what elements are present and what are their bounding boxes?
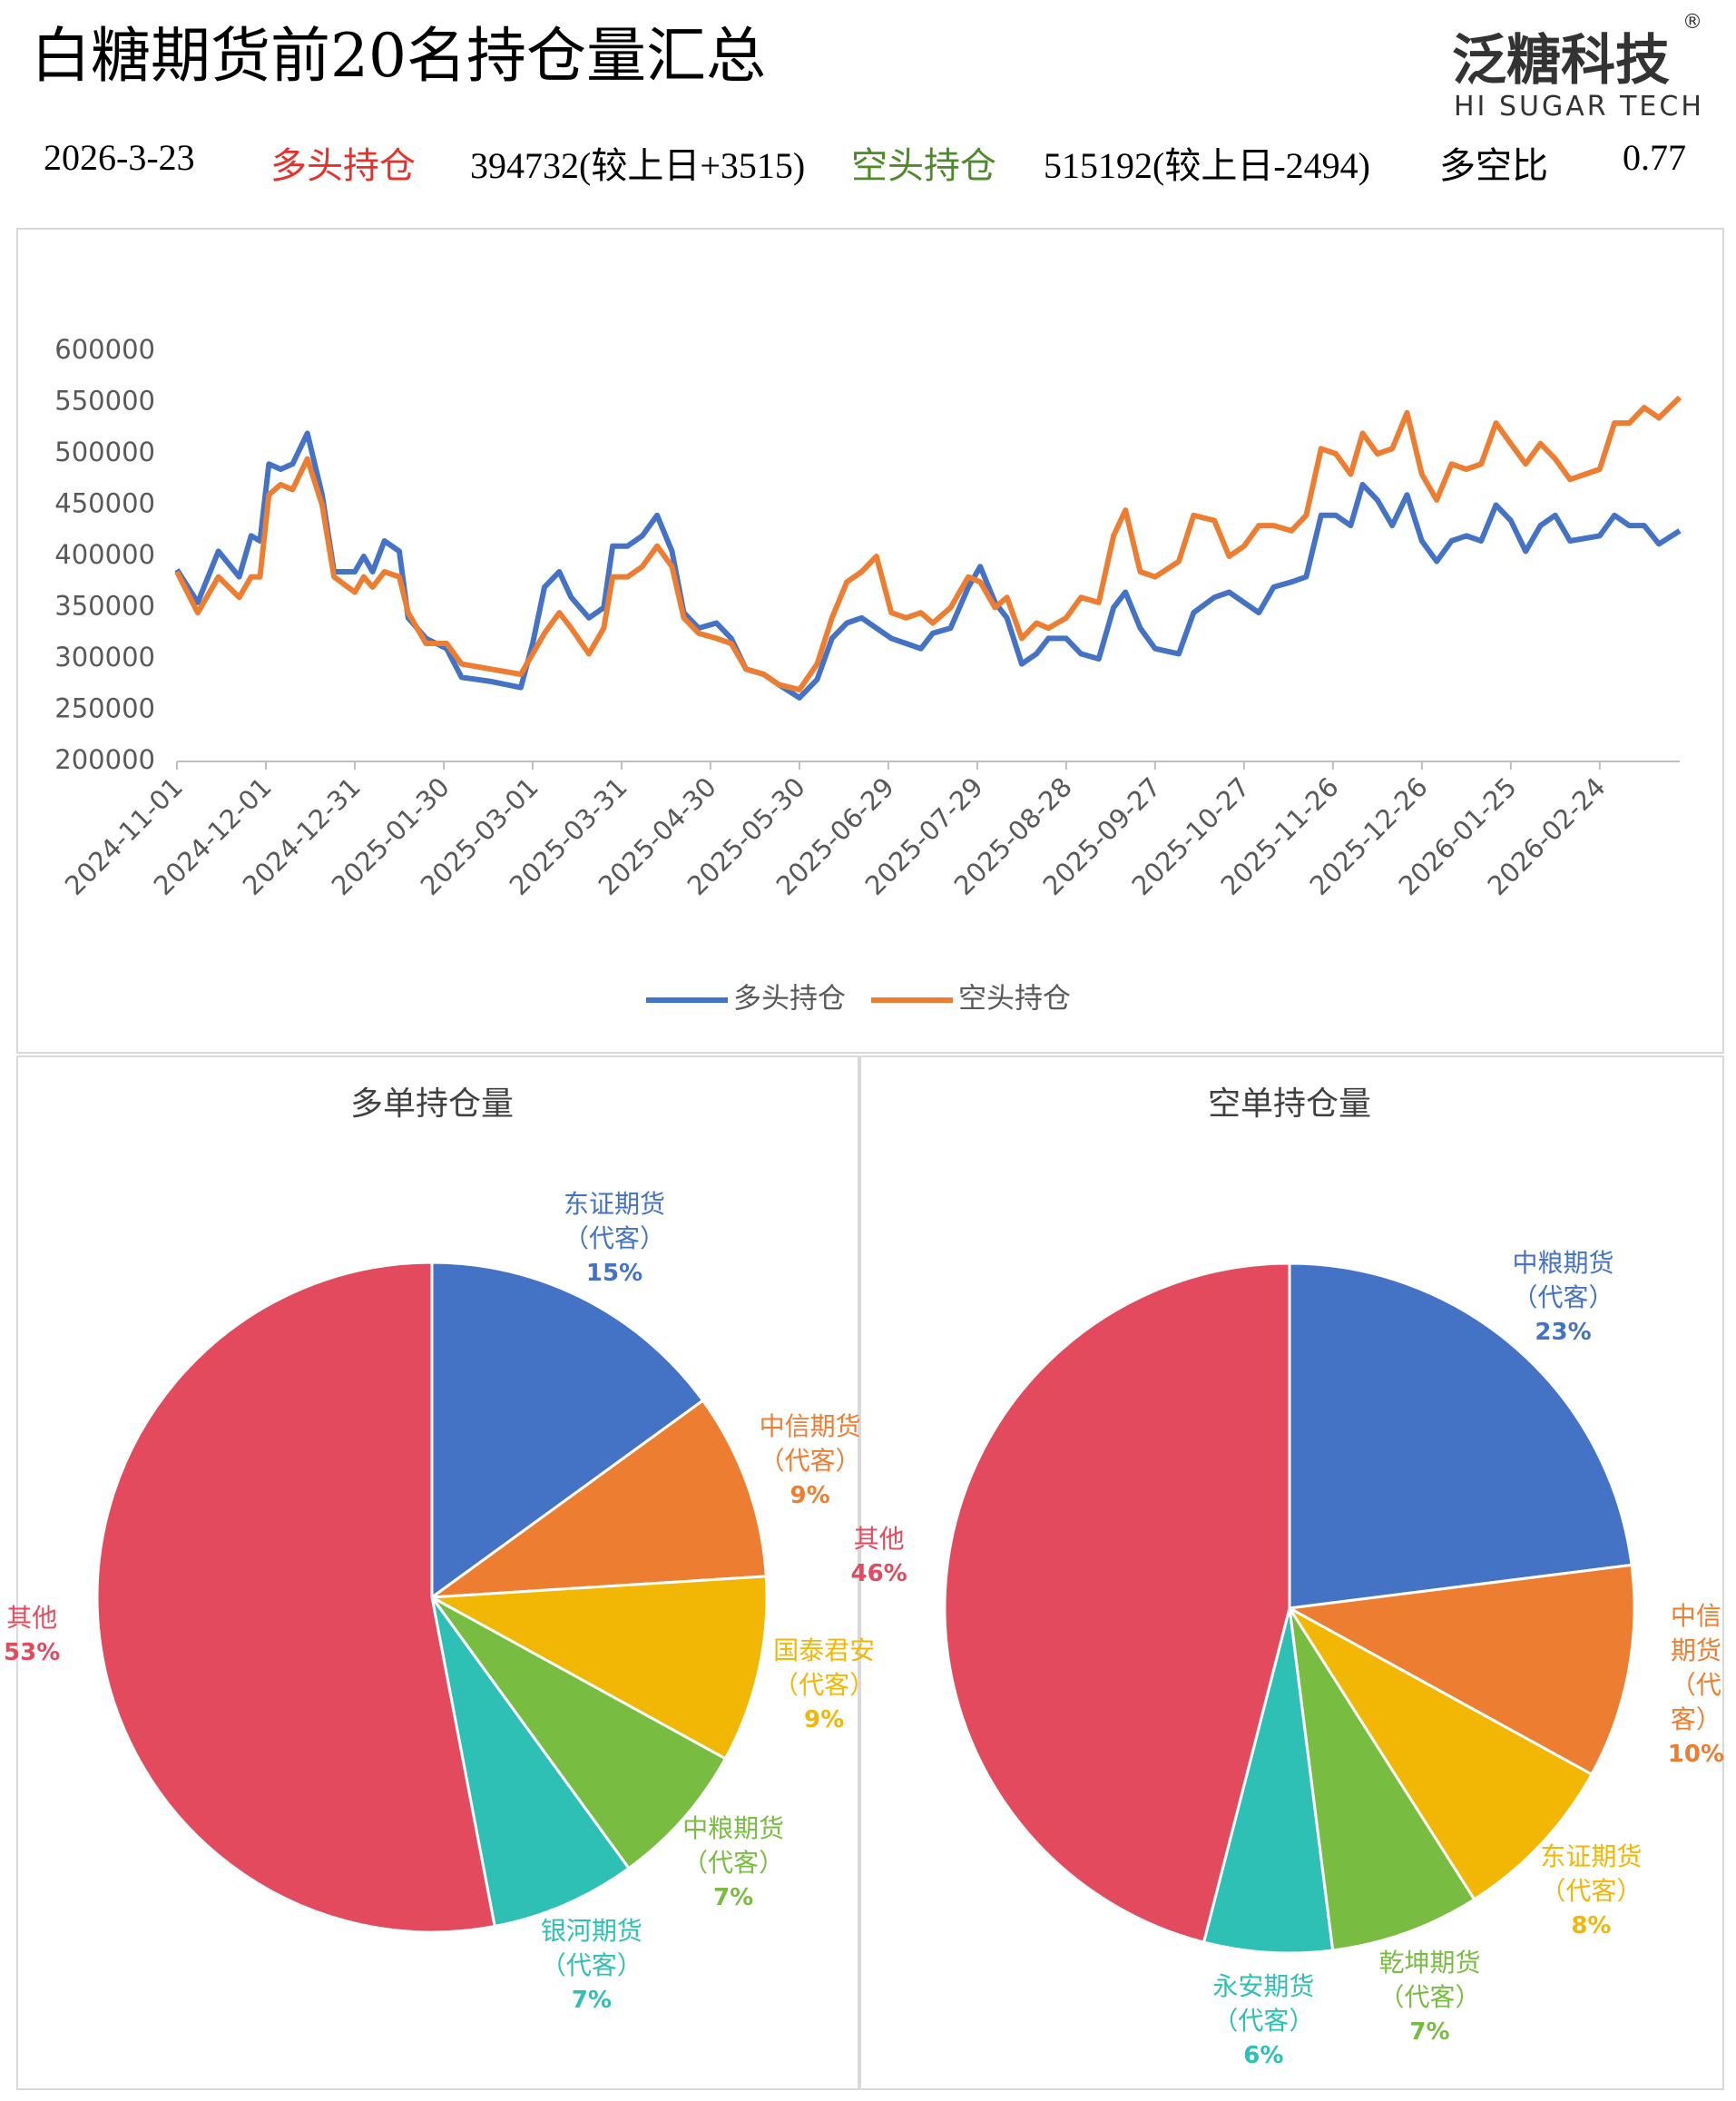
pie-label-name: 中粮期货 （代客） xyxy=(682,1812,785,1878)
brand-mark: ® xyxy=(1682,11,1702,34)
pie-label-value: 9% xyxy=(790,1482,830,1509)
pie-label-name: 中粮期货 （代客） xyxy=(1512,1247,1614,1312)
short-value: 515192(较上日-2494) xyxy=(1044,145,1370,186)
pie-label: 乾坤期货 （代客） 7% xyxy=(1378,1946,1480,2049)
pie-label-name: 东证期货 （代客） xyxy=(1540,1841,1643,1907)
pie-slice xyxy=(1201,1607,1335,1955)
pie-slice xyxy=(430,1596,631,1929)
long-label: 多头持仓 xyxy=(270,145,416,187)
pie-slice xyxy=(1285,1563,1636,1777)
pie-slice xyxy=(430,1261,705,1600)
pie-label-value: 8% xyxy=(1571,1912,1612,1940)
pie-label-value: 7% xyxy=(713,1883,754,1911)
pie-label-value: 9% xyxy=(804,1705,845,1733)
pie-label-value: 46% xyxy=(850,1559,907,1587)
pie-label-name: 银河期货 （代客） xyxy=(540,1916,642,1981)
pie-label-name: 中信期货 （代客） xyxy=(1670,1601,1721,1735)
long-value: 394732(较上日+3515) xyxy=(470,145,806,186)
pie-label-name: 乾坤期货 （代客） xyxy=(1378,1948,1481,2013)
pie-label: 东证期货 （代客） 15% xyxy=(564,1187,665,1291)
pie-label-value: 10% xyxy=(1667,1741,1725,1769)
line-panel xyxy=(16,228,1724,1054)
pie-slice xyxy=(1288,1262,1633,1610)
legend-label: 多头持仓 xyxy=(733,983,846,1016)
pie-slice xyxy=(430,1595,728,1870)
pie-label-value: 6% xyxy=(1243,2042,1284,2070)
y-tick-label: 550000 xyxy=(54,386,155,417)
pie-slice xyxy=(95,1261,496,1934)
pie-label-value: 15% xyxy=(585,1260,643,1288)
pie-label: 中信期货 （代客） 9% xyxy=(760,1409,861,1513)
pie-label-name: 永安期货 （代客） xyxy=(1212,1971,1315,2037)
pie-slice xyxy=(1288,1606,1594,1901)
y-tick-label: 200000 xyxy=(54,744,155,775)
pie-panel-left xyxy=(16,1055,859,2090)
pie-title: 空单持仓量 xyxy=(1208,1085,1371,1123)
y-tick-label: 450000 xyxy=(54,488,155,519)
page-title: 白糖期货前20名持仓量汇总 xyxy=(31,21,766,91)
pie-label-name: 其他 xyxy=(853,1523,905,1554)
pie-label: 中粮期货 （代客） 7% xyxy=(682,1811,784,1915)
pie-label-value: 7% xyxy=(571,1987,612,2015)
pie-label: 其他 46% xyxy=(850,1522,907,1591)
pie-label: 国泰君安 （代客） 9% xyxy=(773,1634,875,1737)
ratio-value: 0.77 xyxy=(1623,137,1686,178)
y-tick-label: 350000 xyxy=(54,591,155,622)
pie-label-name: 其他 xyxy=(6,1602,58,1633)
pie-title: 多单持仓量 xyxy=(350,1085,514,1123)
pie-label: 永安期货 （代客） 6% xyxy=(1212,1969,1314,2073)
y-tick-label: 500000 xyxy=(54,437,155,467)
pie-slice xyxy=(943,1262,1291,1944)
pie-label-value: 7% xyxy=(1409,2018,1450,2047)
y-tick-label: 300000 xyxy=(54,642,155,673)
series-line xyxy=(174,430,1682,701)
brand-en: HI SUGAR TECH xyxy=(1454,91,1704,123)
pie-label: 中信期货 （代客） 10% xyxy=(1668,1599,1724,1772)
brand: 泛糖科技 xyxy=(1452,29,1670,93)
pie-label: 银河期货 （代客） 7% xyxy=(541,1914,642,2018)
pie-label-value: 53% xyxy=(4,1638,61,1666)
pie-label-name: 中信期货 （代客） xyxy=(759,1411,861,1476)
series-line xyxy=(174,395,1682,692)
pie-label-name: 国泰君安 （代客） xyxy=(773,1635,876,1700)
y-tick-label: 600000 xyxy=(54,334,155,365)
legend-label: 空头持仓 xyxy=(958,983,1071,1016)
pie-label-name: 东证期货 （代客） xyxy=(564,1189,666,1254)
pie-label: 东证期货 （代客） 8% xyxy=(1540,1840,1642,1943)
ratio-label: 多空比 xyxy=(1439,145,1548,186)
pie-label: 中粮期货 （代客） 23% xyxy=(1513,1246,1614,1350)
pie-slice xyxy=(427,1575,769,1761)
date: 2026-3-23 xyxy=(44,137,195,178)
pie-slice xyxy=(1288,1607,1476,1952)
y-tick-label: 250000 xyxy=(54,693,155,724)
y-tick-label: 400000 xyxy=(54,539,155,570)
pie-slice xyxy=(427,1399,768,1599)
pie-label-value: 23% xyxy=(1535,1318,1592,1346)
pie-label: 其他 53% xyxy=(4,1601,60,1670)
short-label: 空头持仓 xyxy=(851,145,996,187)
pie-panel-right xyxy=(859,1055,1724,2090)
